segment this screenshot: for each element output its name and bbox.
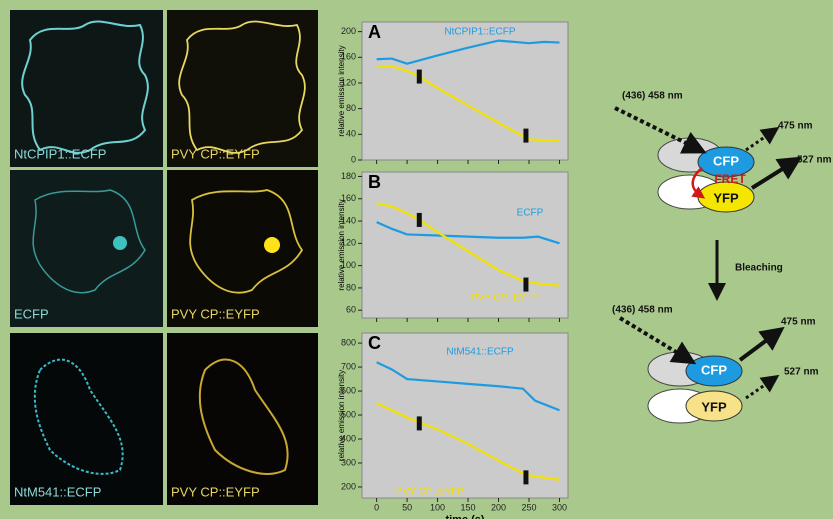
image-label: PVY CP::EYFP	[171, 306, 260, 321]
micrograph	[10, 333, 163, 505]
x-tick-label: 100	[430, 502, 445, 512]
label: 475 nm	[781, 317, 816, 328]
image-label: PVY CP::EYFP	[171, 146, 260, 161]
x-tick-label: 300	[552, 502, 567, 512]
series-label: NtCPIP1::ECFP	[444, 27, 515, 38]
y-tick-label: 800	[341, 337, 356, 347]
nucleus	[113, 236, 127, 250]
page: {"images": {"labels": ["NtCPIP1::ECFP", …	[0, 0, 833, 519]
label: 527 nm	[784, 367, 819, 378]
x-tick-label: 0	[374, 502, 379, 512]
image-label: PVY CP::EYFP	[171, 484, 260, 499]
image-label: ECFP	[14, 306, 49, 321]
plot-area	[362, 333, 568, 498]
y-tick-label: 0	[351, 154, 356, 164]
y-tick-label: 60	[346, 305, 356, 315]
series-label: PVY CP::EYFP	[396, 487, 465, 498]
panel-letter: B	[368, 172, 381, 192]
label: (436) 458 nm	[612, 305, 673, 316]
label: YFP	[713, 190, 739, 205]
figure: (436) 458 nm 475 nm 527 nm CFP YFP FRET …	[0, 0, 833, 519]
y-tick-label: 180	[341, 171, 356, 181]
bleach-marker	[417, 213, 422, 227]
micrograph	[10, 10, 163, 167]
bleach-marker	[523, 129, 528, 143]
series-label: ECFP	[517, 208, 544, 219]
series-label: PVY CP::EYFP	[471, 293, 540, 304]
y-axis-label: relative emission intensity	[337, 370, 346, 461]
y-axis-label: relative emission intensity	[337, 45, 346, 136]
panel-letter: A	[368, 22, 381, 42]
panel-letter: C	[368, 333, 381, 353]
label: 527 nm	[797, 155, 832, 166]
label: CFP	[701, 362, 727, 377]
micrograph	[167, 333, 318, 505]
x-tick-label: 50	[402, 502, 412, 512]
label: FRET	[714, 172, 746, 186]
x-tick-label: 200	[491, 502, 506, 512]
bleach-marker	[523, 278, 528, 292]
label: Bleaching	[735, 263, 783, 274]
label: 475 nm	[778, 121, 813, 132]
y-axis-label: relative emission intensity	[337, 199, 346, 290]
y-tick-label: 200	[341, 26, 356, 36]
micrograph	[167, 10, 318, 167]
y-tick-label: 200	[341, 481, 356, 491]
image-label: NtM541::ECFP	[14, 484, 101, 499]
bleach-marker	[417, 70, 422, 84]
x-tick-label: 250	[521, 502, 536, 512]
y-tick-label: 80	[346, 282, 356, 292]
y-tick-label: 40	[346, 129, 356, 139]
x-tick-label: 150	[461, 502, 476, 512]
nucleus	[264, 237, 280, 253]
label: CFP	[713, 153, 739, 168]
label: (436) 458 nm	[622, 91, 683, 102]
image-label: NtCPIP1::ECFP	[14, 146, 106, 161]
y-tick-label: 80	[346, 103, 356, 113]
x-axis-label: time (s)	[445, 514, 484, 519]
micrograph	[167, 170, 318, 327]
series-label: NtM541::ECFP	[446, 347, 514, 358]
label: YFP	[701, 399, 727, 414]
bleach-marker	[417, 416, 422, 430]
bleach-marker	[523, 470, 528, 484]
